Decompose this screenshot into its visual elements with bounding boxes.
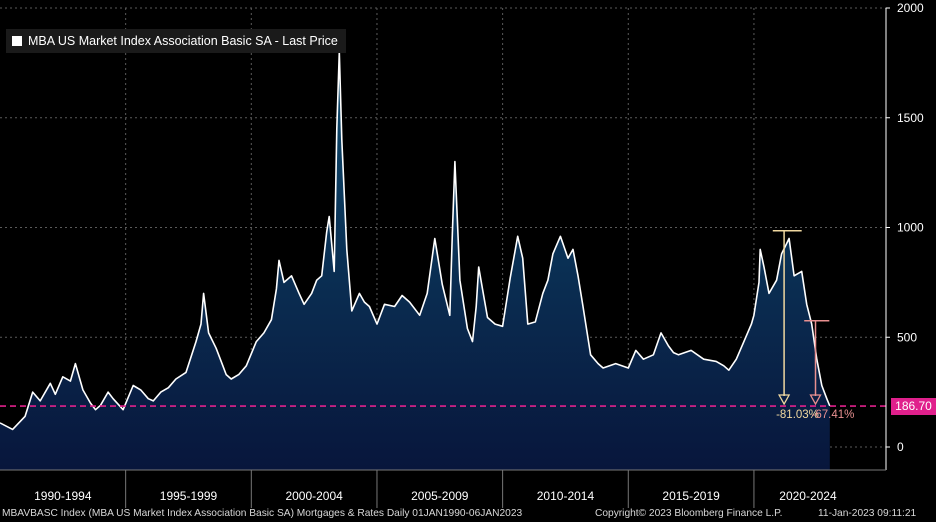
x-tick-label: 2015-2019 [662, 489, 720, 503]
x-tick-label: 2005-2009 [411, 489, 469, 503]
y-tick-label: 2000 [897, 1, 924, 15]
chart-legend: MBA US Market Index Association Basic SA… [6, 29, 346, 53]
y-tick-label: 1000 [897, 221, 924, 235]
drop-arrow-recent-head [809, 394, 822, 406]
footer-source: MBAVBASC Index (MBA US Market Index Asso… [2, 508, 523, 519]
x-tick-label: 2020-2024 [779, 489, 837, 503]
last-value-badge: 186.70 [891, 398, 936, 415]
chart-footer: MBAVBASC Index (MBA US Market Index Asso… [0, 508, 936, 522]
footer-timestamp: 11-Jan-2023 09:11:21 [818, 508, 917, 519]
series-line [0, 51, 831, 431]
y-tick-label: 1500 [897, 111, 924, 125]
x-tick-label: 1990-1994 [34, 489, 92, 503]
x-tick-label: 2010-2014 [537, 489, 595, 503]
x-tick-label: 1995-1999 [160, 489, 218, 503]
legend-swatch [12, 36, 22, 46]
x-tick-label: 2000-2004 [285, 489, 343, 503]
drop-arrow-peak-head [777, 394, 791, 406]
footer-copyright: Copyright© 2023 Bloomberg Finance L.P. [595, 508, 783, 519]
series-area [0, 51, 830, 471]
legend-label: MBA US Market Index Association Basic SA… [28, 34, 338, 48]
drop-annotation-peak: -81.03% [776, 409, 819, 422]
y-tick-label: 500 [897, 330, 917, 344]
y-tick-label: 0 [897, 440, 904, 454]
drop-annotation-recent: -67.41% [811, 409, 855, 422]
